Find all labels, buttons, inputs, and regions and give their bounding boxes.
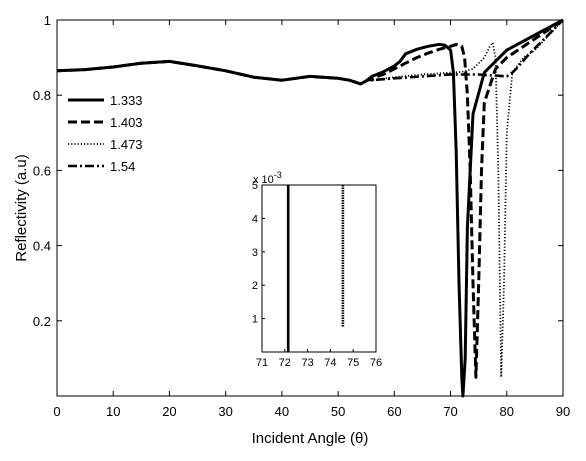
legend-label: 1.54 bbox=[110, 159, 135, 174]
x-tick-label: 30 bbox=[218, 404, 232, 419]
series-line-dashed bbox=[56, 18, 564, 379]
inset-x-tick-label: 74 bbox=[324, 357, 336, 369]
main-plot-frame bbox=[56, 19, 564, 397]
inset-y-tick-label: 4 bbox=[252, 213, 258, 225]
y-tick-label: 0.8 bbox=[33, 88, 51, 103]
inset-y-multiplier: x 10-3 bbox=[253, 170, 282, 186]
inset-x-tick-label: 72 bbox=[279, 357, 291, 369]
x-tick-label: 90 bbox=[556, 404, 570, 419]
y-tick-label: 0.4 bbox=[33, 239, 51, 254]
inset-x-tick-label: 71 bbox=[256, 357, 268, 369]
series-line-dashdot bbox=[56, 19, 564, 86]
x-tick-label: 0 bbox=[53, 404, 60, 419]
inset-y-tick-label: 1 bbox=[252, 314, 258, 326]
inset-y-tick-label: 5 bbox=[252, 180, 258, 192]
inset-y-tick-label: 3 bbox=[252, 247, 258, 259]
inset-x-tick-label: 75 bbox=[347, 357, 359, 369]
inset-x-tick-label: 76 bbox=[370, 357, 382, 369]
x-tick-label: 20 bbox=[162, 404, 176, 419]
inset-y-tick-label: 2 bbox=[252, 280, 258, 292]
x-tick-label: 60 bbox=[387, 404, 401, 419]
inset-y-multiplier-exp: -3 bbox=[274, 170, 282, 180]
x-tick-label: 80 bbox=[500, 404, 514, 419]
y-tick-label: 0.2 bbox=[33, 314, 51, 329]
y-tick-label: 0.6 bbox=[33, 163, 51, 178]
legend-label: 1.473 bbox=[110, 137, 143, 152]
legend-label: 1.333 bbox=[110, 93, 143, 108]
x-tick-label: 70 bbox=[443, 404, 457, 419]
y-tick-label: 1 bbox=[44, 13, 51, 28]
x-tick-label: 10 bbox=[106, 404, 120, 419]
legend: 1.333 1.403 1.473 1.54 bbox=[68, 93, 143, 174]
inset-background bbox=[240, 184, 376, 352]
x-tick-label: 50 bbox=[331, 404, 345, 419]
inset-plot-frame bbox=[261, 184, 377, 353]
y-axis-label: Reflectivity (a.u) bbox=[13, 154, 30, 262]
series-line-dotted bbox=[56, 19, 564, 379]
x-tick-label: 40 bbox=[275, 404, 289, 419]
x-axis-label: Incident Angle (θ) bbox=[252, 430, 369, 447]
legend-label: 1.403 bbox=[110, 115, 143, 130]
inset-x-tick-label: 73 bbox=[301, 357, 313, 369]
inset-y-multiplier-base: x 10 bbox=[253, 174, 274, 186]
